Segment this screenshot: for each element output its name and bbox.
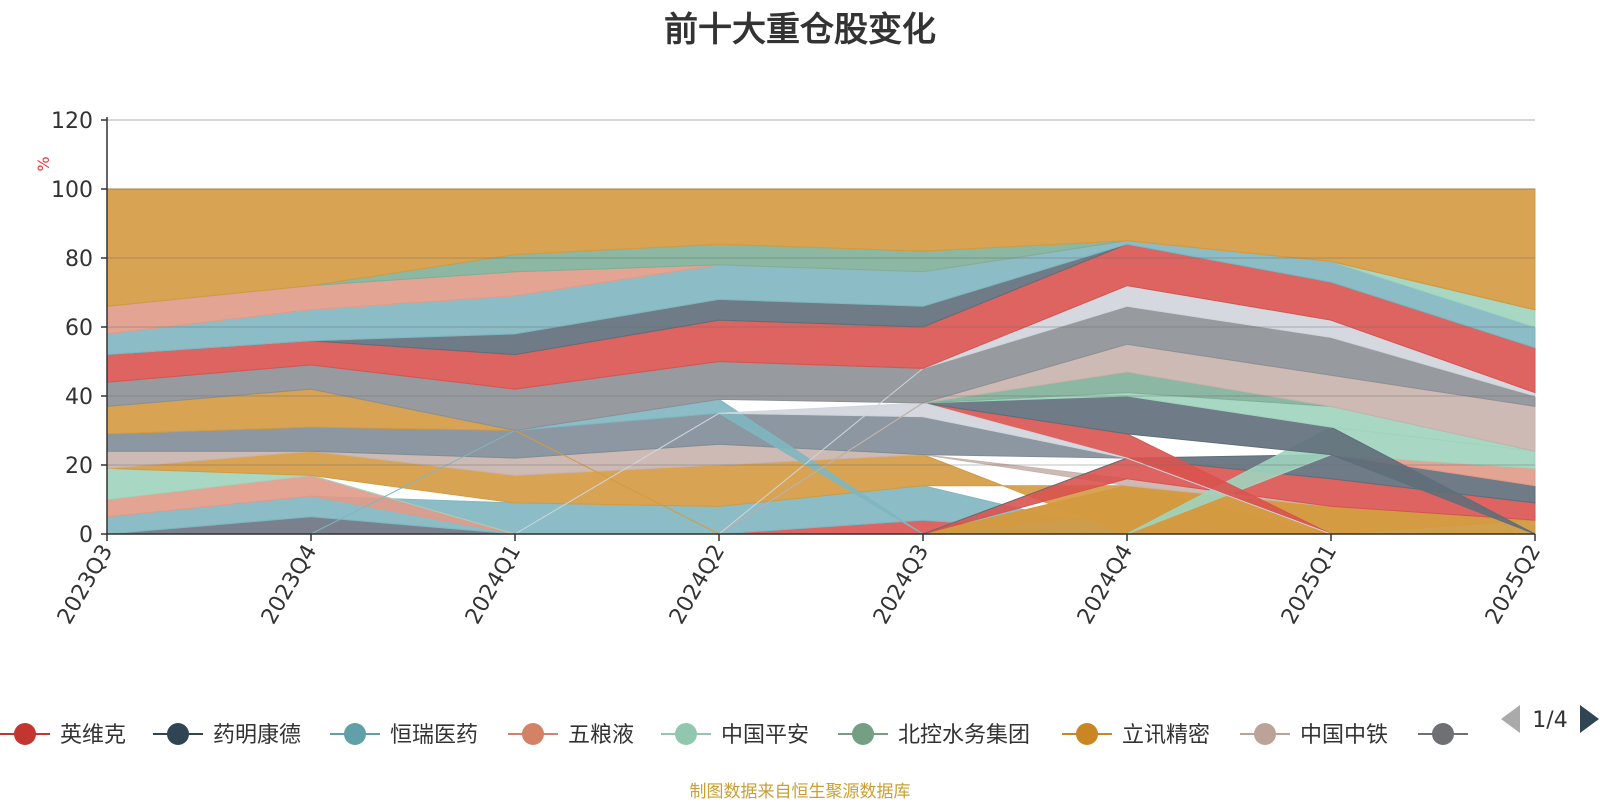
legend-marker-icon	[14, 723, 36, 745]
y-tick-label: 0	[79, 523, 93, 548]
x-tick-label: 2023Q4	[257, 541, 322, 629]
legend-item[interactable]: 中国平安	[661, 723, 809, 748]
x-tick-label: 2024Q3	[869, 541, 934, 629]
legend-pager: 1/4	[1501, 705, 1599, 733]
legend-marker-icon	[522, 723, 544, 745]
legend-item[interactable]: 英维克	[0, 723, 126, 748]
legend-item[interactable]: 中	[1418, 723, 1500, 748]
legend-item[interactable]: 药明康德	[153, 723, 301, 748]
x-tick-label: 2023Q3	[53, 541, 118, 629]
x-tick-label: 2024Q4	[1073, 541, 1138, 629]
x-tick-label: 2024Q2	[665, 541, 730, 629]
legend-marker-icon	[344, 723, 366, 745]
y-axis-unit: %	[34, 156, 53, 171]
legend-next-arrow-icon[interactable]	[1580, 705, 1599, 733]
y-tick-label: 100	[51, 178, 93, 203]
legend-item[interactable]: 北控水务集团	[838, 723, 1030, 748]
legend-item[interactable]: 五粮液	[508, 723, 634, 748]
legend-marker-icon	[1076, 723, 1098, 745]
legend-marker-icon	[167, 723, 189, 745]
chart-title: 前十大重仓股变化	[664, 10, 936, 50]
y-tick-label: 20	[65, 454, 93, 479]
legend-label: 中国中铁	[1300, 723, 1388, 748]
legend-item[interactable]: 恒瑞医药	[330, 723, 478, 748]
legend-item[interactable]: 中国中铁	[1240, 723, 1388, 748]
source-note: 制图数据来自恒生聚源数据库	[689, 782, 911, 802]
legend-label: 英维克	[60, 723, 126, 748]
legend-label: 立讯精密	[1122, 723, 1210, 748]
legend-marker-icon	[675, 723, 697, 745]
legend-label: 北控水务集团	[898, 723, 1030, 748]
legend-item[interactable]: 立讯精密	[1062, 723, 1210, 748]
y-tick-label: 60	[65, 316, 93, 341]
area-bands	[106, 188, 1536, 535]
legend-label: 五粮液	[568, 723, 634, 748]
y-tick-label: 40	[65, 385, 93, 410]
legend-page-indicator: 1/4	[1532, 708, 1567, 733]
area-band-32	[106, 188, 1536, 311]
area-band-20	[107, 402, 1535, 535]
legend-prev-arrow-icon[interactable]	[1501, 705, 1520, 733]
legend-label: 中	[1478, 723, 1500, 748]
legend-marker-icon	[1254, 723, 1276, 745]
legend: 英维克 药明康德 恒瑞医药 五粮液 中国平安 北控水务集团 立讯精密 中国中铁 中	[0, 723, 1500, 748]
x-tick-label: 2025Q2	[1481, 541, 1546, 629]
y-tick-label: 120	[51, 109, 93, 134]
legend-marker-icon	[852, 723, 874, 745]
legend-label: 中国平安	[721, 723, 809, 748]
y-tick-label: 80	[65, 247, 93, 272]
legend-marker-icon	[1432, 723, 1454, 745]
x-tick-label: 2024Q1	[461, 541, 526, 629]
x-tick-label: 2025Q1	[1277, 541, 1342, 629]
legend-label: 药明康德	[213, 723, 301, 748]
legend-label: 恒瑞医药	[390, 723, 478, 748]
